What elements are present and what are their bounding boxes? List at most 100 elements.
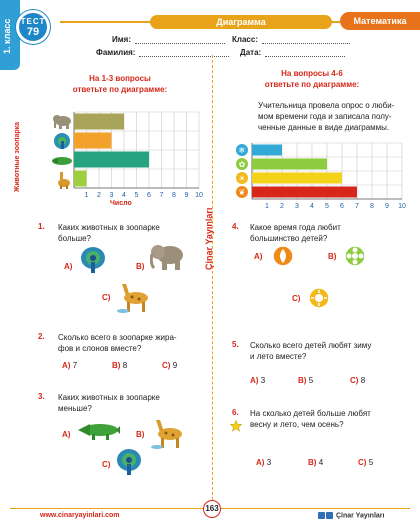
name-label: Имя: — [112, 35, 131, 44]
q3-option-b[interactable]: B) — [136, 430, 145, 439]
zoo-bars — [74, 113, 149, 187]
bar-winter — [252, 144, 282, 156]
test-label: ТЕСТ — [20, 17, 46, 26]
q5-text: Сколько всего детей любят зиму и лето вм… — [250, 341, 372, 361]
x-tick-label: 10 — [398, 203, 406, 210]
q1-option-c[interactable]: C) — [102, 293, 111, 302]
x-tick-label: 3 — [110, 192, 114, 199]
giraffe-icon — [150, 416, 186, 450]
bar-elephant — [74, 113, 124, 130]
snowflake-icon: ❄ — [236, 144, 248, 156]
x-tick-label: 4 — [310, 203, 314, 210]
peacock-icon — [80, 246, 106, 274]
q4-text: Какое время года любит большинство детей… — [250, 223, 341, 243]
surname-label: Фамилия: — [96, 48, 136, 57]
svg-text:❄: ❄ — [239, 146, 246, 155]
q1-option-b[interactable]: B) — [136, 262, 145, 271]
q6-number: 6. — [232, 408, 239, 417]
page-number: 163 — [203, 500, 221, 518]
survey-intro: Учительница провела опрос о люби- мом вр… — [258, 101, 395, 132]
x-tick-label: 2 — [97, 192, 101, 199]
q4-option-c[interactable]: C) — [292, 294, 301, 303]
season-icons: ❄ ✿ ☀ ❦ — [236, 144, 248, 198]
facebook-icon — [326, 512, 333, 519]
x-tick-label: 3 — [295, 203, 299, 210]
x-tick-label: 9 — [385, 203, 389, 210]
grade-tab: 1. класс — [0, 0, 20, 70]
q3-option-a[interactable]: A) — [62, 430, 71, 439]
x-tick-label: 5 — [325, 203, 329, 210]
q5-option-a[interactable]: A) 3 — [250, 376, 266, 385]
date-label: Дата: — [240, 48, 262, 57]
q2-option-c[interactable]: C) 9 — [162, 361, 178, 370]
x-tick-label: 9 — [185, 192, 189, 199]
q2-number: 2. — [38, 332, 45, 341]
elephant-icon — [53, 115, 71, 129]
x-tick-label: 8 — [370, 203, 374, 210]
q6-text: На сколько детей больше любят весну и ле… — [250, 409, 371, 429]
bar-peacock — [74, 132, 112, 149]
x-tick-label: 4 — [122, 192, 126, 199]
q3-number: 3. — [38, 392, 45, 401]
brand-vertical: Çinar Yayınları — [204, 207, 214, 270]
flower-icon: ✿ — [236, 158, 248, 170]
q2-option-a[interactable]: A) 7 — [62, 361, 78, 370]
x-tick-label: 5 — [135, 192, 139, 199]
right-heading: На вопросы 4-6 ответьте по диаграмме: — [264, 69, 360, 89]
zoo-chart-svg: 1 2 3 4 5 6 7 8 9 10 — [52, 111, 203, 199]
q6-option-b[interactable]: B) 4 — [308, 458, 324, 467]
class-field[interactable]: Класс: — [232, 35, 350, 44]
q5-option-c[interactable]: C) 8 — [350, 376, 366, 385]
crocodile-icon — [52, 157, 72, 165]
q1-option-a[interactable]: A) — [64, 262, 73, 271]
q3-option-c[interactable]: C) — [102, 460, 111, 469]
date-field[interactable]: Дата: — [240, 48, 346, 57]
instagram-icon — [318, 512, 325, 519]
crocodile-icon — [76, 418, 120, 442]
season-chart-svg: ❄ ✿ ☀ ❦ 1 2 3 4 5 6 7 8 9 10 — [236, 142, 406, 210]
leaf-icon: ❦ — [236, 186, 248, 198]
q5-number: 5. — [232, 340, 239, 349]
sun-icon: ☀ — [236, 172, 248, 184]
test-number: 79 — [26, 26, 40, 38]
q6-option-c[interactable]: C) 5 — [358, 458, 374, 467]
grade-label: 1. класс — [2, 18, 12, 54]
q6-option-a[interactable]: A) 3 — [256, 458, 272, 467]
zoo-chart: 1 2 3 4 5 6 7 8 9 10 — [22, 108, 207, 208]
q2-option-b[interactable]: B) 8 — [112, 361, 128, 370]
q1-text: Каких животных в зоопарке больше? — [58, 223, 160, 243]
q4-number: 4. — [232, 222, 239, 231]
column-divider — [212, 55, 213, 500]
zoo-chart-xlabel: Число — [110, 200, 132, 207]
season-bars — [252, 144, 357, 198]
footer-brand: Çinar Yayınları — [318, 512, 384, 519]
x-tick-label: 10 — [195, 192, 203, 199]
bar-spring — [252, 158, 327, 170]
website-link[interactable]: www.cinaryayinlari.com — [40, 512, 120, 519]
peacock-icon — [54, 133, 70, 149]
x-tick-label: 1 — [85, 192, 89, 199]
q1-number: 1. — [38, 222, 45, 231]
peacock-icon — [116, 448, 142, 476]
zoo-icons — [52, 115, 72, 189]
zoo-chart-ylabel: Животные зоопарка — [14, 121, 21, 192]
zoo-ticks: 1 2 3 4 5 6 7 8 9 10 — [85, 192, 203, 199]
q3-text: Каких животных в зоопарке меньше? — [58, 393, 160, 413]
bar-summer — [252, 172, 342, 184]
q4-option-a[interactable]: A) — [254, 252, 263, 261]
svg-text:✿: ✿ — [239, 160, 246, 169]
bar-crocodile — [74, 151, 149, 168]
season-chart: ❄ ✿ ☀ ❦ 1 2 3 4 5 6 7 8 9 10 — [232, 142, 417, 214]
svg-text:❦: ❦ — [239, 188, 246, 197]
name-field[interactable]: Имя: — [112, 35, 225, 44]
q5-option-b[interactable]: B) 5 — [298, 376, 314, 385]
giraffe-icon — [116, 280, 152, 314]
x-tick-label: 6 — [147, 192, 151, 199]
q4-option-b[interactable]: B) — [328, 252, 337, 261]
q2-text: Сколько всего в зоопарке жира- фов и сло… — [58, 333, 177, 353]
leaf-icon — [272, 245, 294, 267]
x-tick-label: 2 — [280, 203, 284, 210]
surname-field[interactable]: Фамилия: — [96, 48, 230, 57]
x-tick-label: 8 — [172, 192, 176, 199]
flower-icon — [344, 245, 366, 267]
